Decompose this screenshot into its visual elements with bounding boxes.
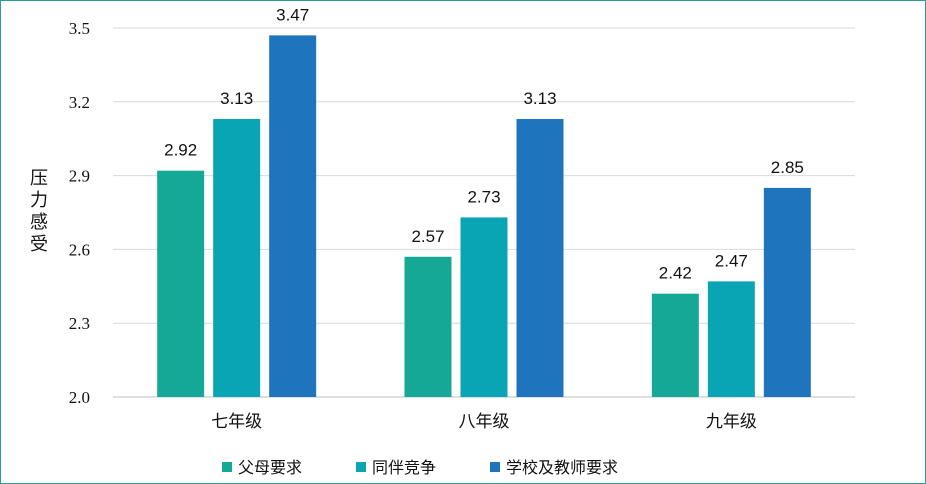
bar — [516, 119, 564, 398]
bar — [404, 256, 452, 397]
x-axis-categories: 七年级 八年级 九年级 — [211, 412, 757, 432]
legend: 父母要求 同伴竞争 学校及教师要求 — [222, 458, 618, 477]
data-label: 2.57 — [411, 227, 444, 246]
x-category-label: 八年级 — [459, 412, 510, 432]
y-tick-label: 3.5 — [69, 19, 90, 38]
legend-swatch — [490, 462, 500, 472]
bar — [763, 187, 811, 397]
y-tick-label: 2.3 — [69, 314, 90, 333]
y-tick-label: 2.6 — [69, 240, 90, 259]
bar — [157, 170, 205, 397]
x-category-label: 七年级 — [211, 412, 262, 432]
bar — [213, 119, 261, 398]
legend-label: 同伴竞争 — [372, 458, 436, 477]
data-label: 2.85 — [771, 158, 804, 177]
data-label: 3.13 — [220, 89, 253, 108]
data-labels: 2.92 3.13 3.47 2.57 2.73 3.13 2.42 2.47 2.85 — [164, 5, 804, 282]
bar — [707, 281, 755, 397]
bar — [651, 293, 699, 397]
y-tick-label: 2.9 — [69, 167, 90, 186]
y-axis-ticks: 2.0 2.3 2.6 2.9 3.2 3.5 — [69, 19, 90, 407]
data-label: 3.13 — [523, 89, 556, 108]
legend-swatch — [356, 462, 366, 472]
data-label: 2.47 — [715, 251, 748, 270]
legend-swatch — [222, 462, 232, 472]
data-label: 2.42 — [659, 264, 692, 283]
y-axis-title: 压力感受 — [30, 168, 48, 255]
y-tick-label: 2.0 — [69, 388, 90, 407]
legend-label: 父母要求 — [238, 458, 302, 477]
legend-label: 学校及教师要求 — [506, 458, 618, 477]
data-label: 2.73 — [467, 187, 500, 206]
bar — [269, 35, 317, 397]
y-axis-label: 压力感受 — [30, 168, 48, 255]
bars — [157, 35, 811, 398]
data-label: 2.92 — [164, 141, 197, 160]
y-tick-label: 3.2 — [69, 93, 90, 112]
x-category-label: 九年级 — [706, 412, 757, 432]
bar — [460, 217, 508, 397]
data-label: 3.47 — [276, 5, 309, 24]
